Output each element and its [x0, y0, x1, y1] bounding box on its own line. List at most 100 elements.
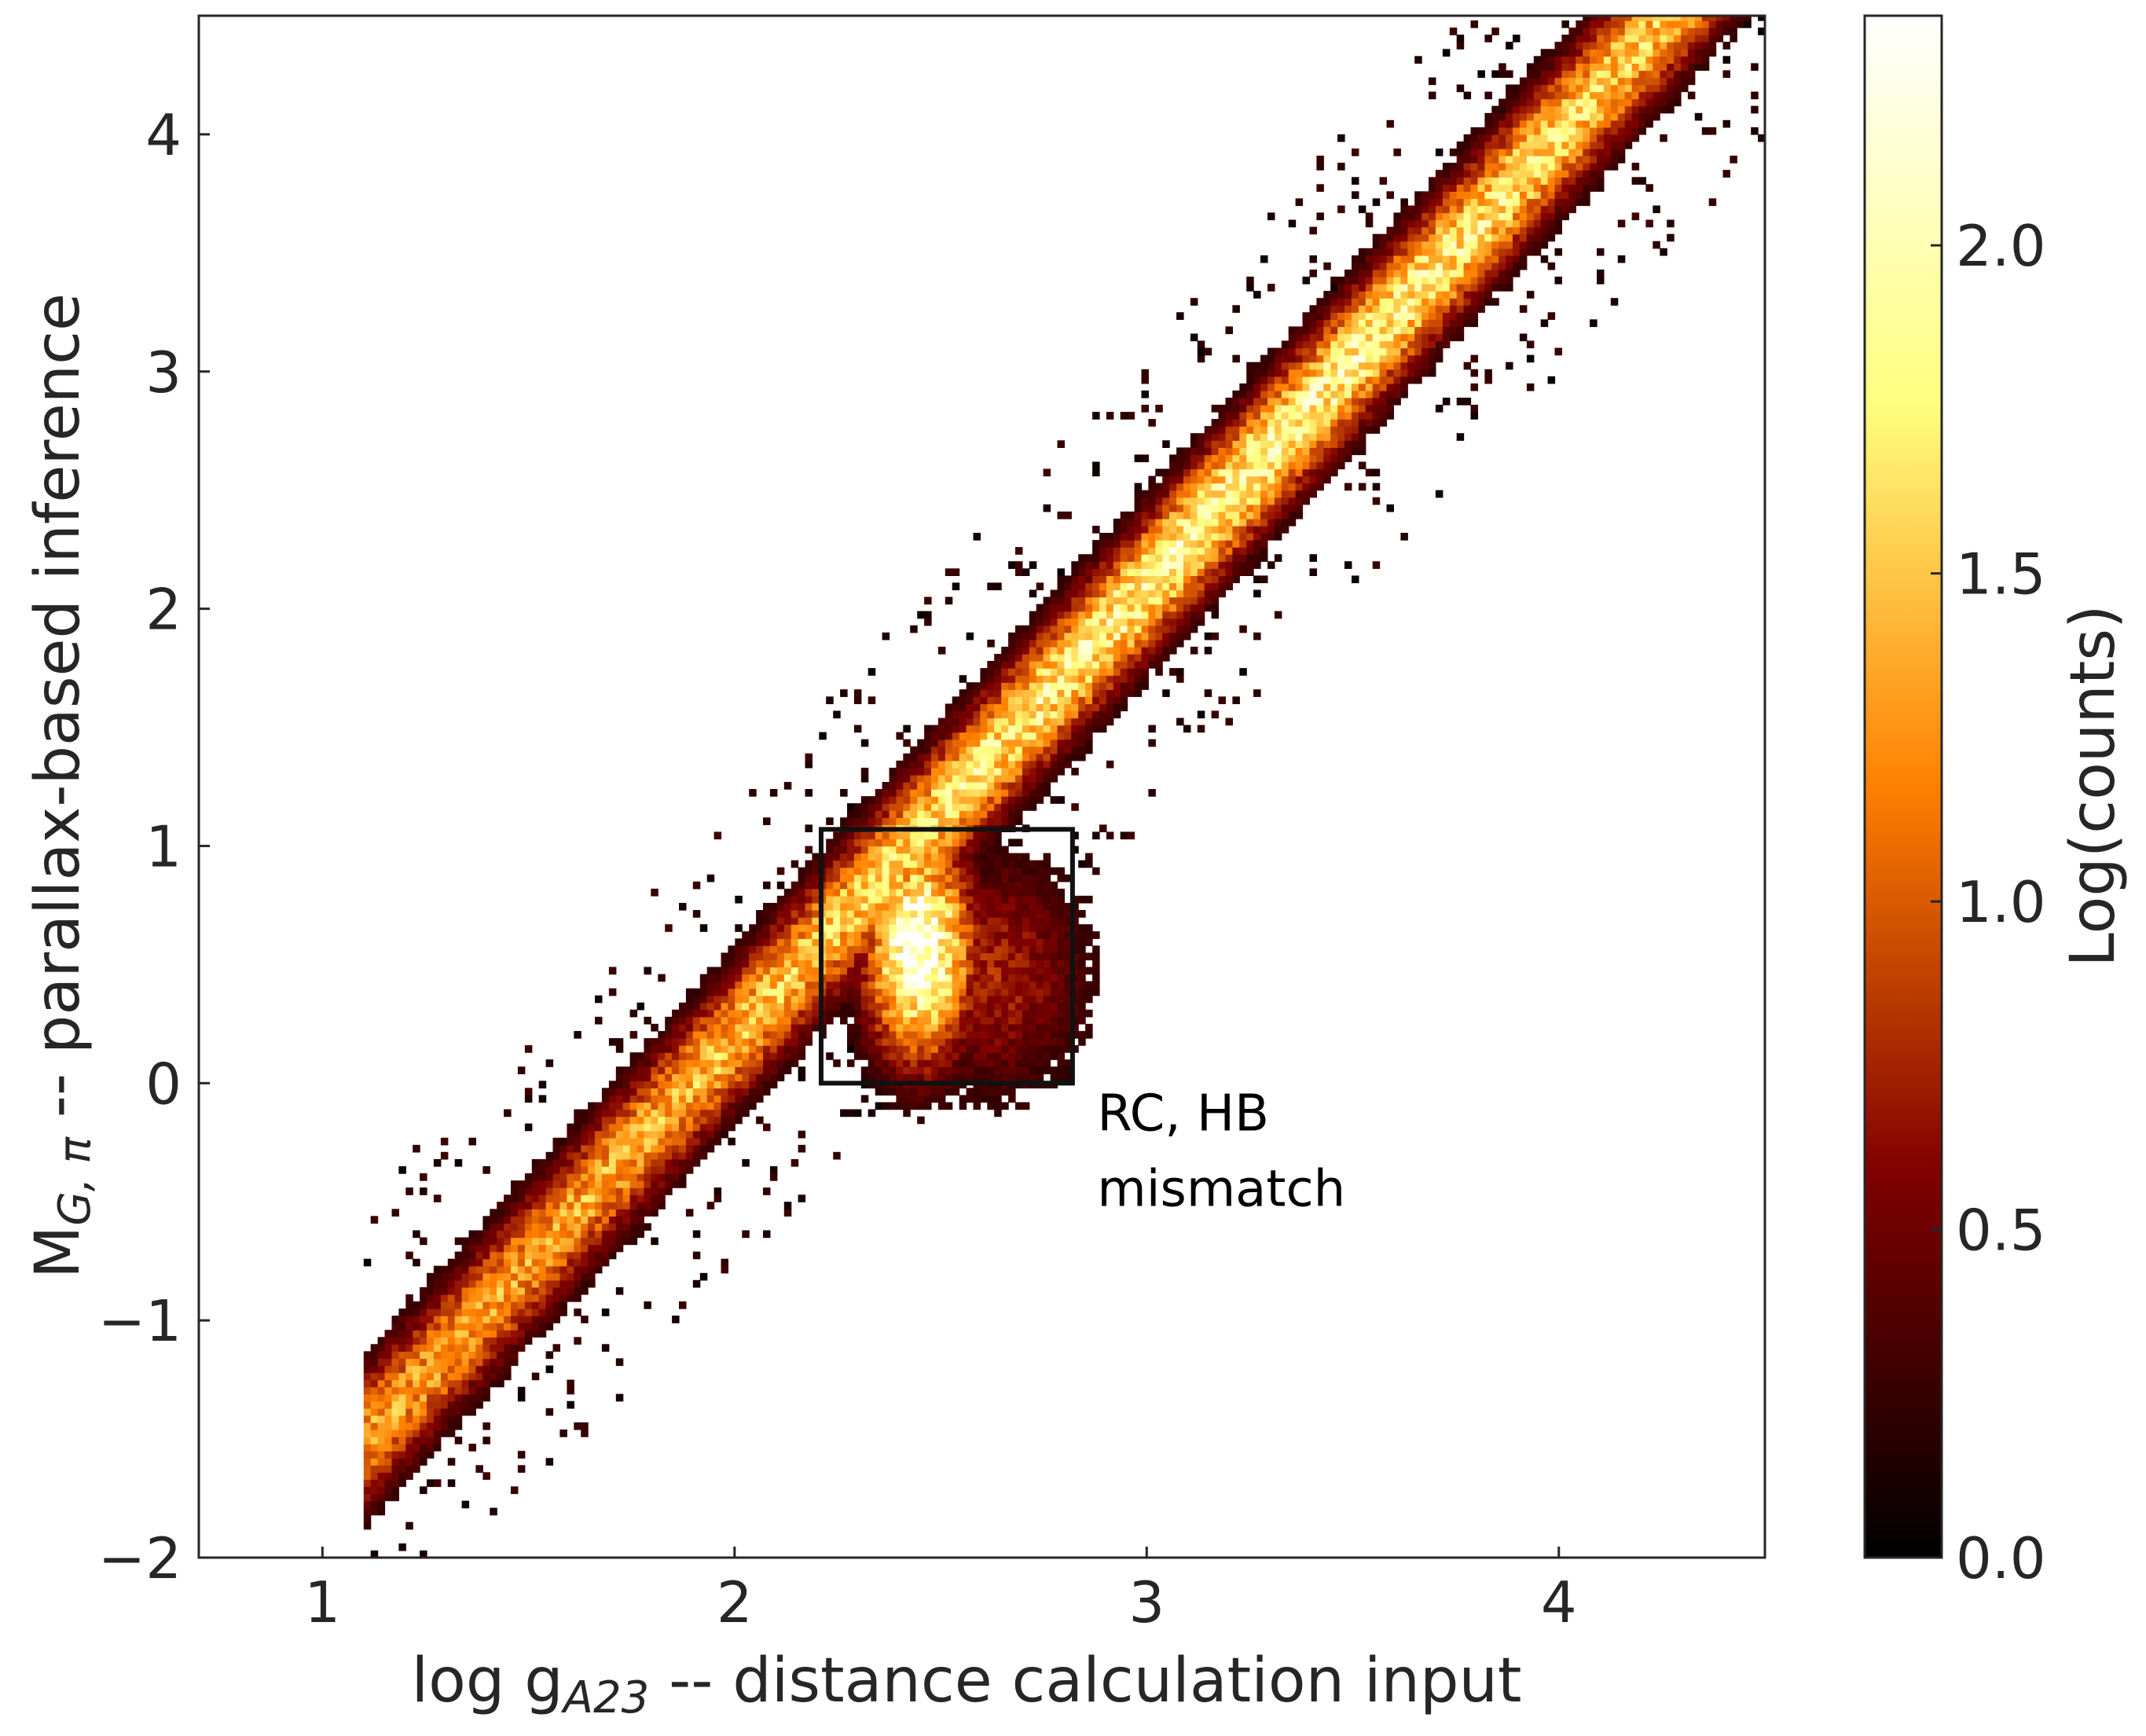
heatmap-cell — [545, 1365, 554, 1374]
heatmap-cell — [1323, 291, 1331, 299]
heatmap-cell — [791, 1023, 799, 1032]
heatmap-cell — [945, 917, 953, 925]
heatmap-cell — [903, 1074, 911, 1081]
heatmap-cell — [1022, 853, 1030, 861]
heatmap-cell — [937, 846, 946, 854]
heatmap-cell — [447, 1358, 456, 1367]
heatmap-cell — [791, 981, 799, 989]
heatmap-cell — [1036, 753, 1044, 762]
heatmap-cell — [1022, 981, 1030, 989]
heatmap-cell — [1253, 454, 1261, 463]
heatmap-cell — [482, 1358, 490, 1367]
heatmap-cell — [1050, 938, 1058, 946]
heatmap-cell — [1071, 675, 1079, 683]
heatmap-cell — [581, 1173, 589, 1181]
heatmap-cell — [433, 1158, 442, 1167]
heatmap-cell — [581, 1166, 589, 1174]
heatmap-cell — [672, 1095, 680, 1103]
heatmap-cell — [980, 1016, 988, 1025]
heatmap-cell — [679, 1081, 687, 1088]
heatmap-cell — [1281, 511, 1289, 519]
heatmap-cell — [959, 696, 967, 704]
heatmap-cell — [889, 888, 897, 897]
heatmap-cell — [475, 1237, 483, 1246]
heatmap-cell — [868, 1030, 876, 1039]
heatmap-cell — [735, 1109, 743, 1118]
heatmap-cell — [1211, 454, 1220, 463]
heatmap-cell — [524, 1279, 533, 1288]
heatmap-cell — [1239, 390, 1247, 398]
heatmap-cell — [559, 1430, 567, 1437]
heatmap-cell — [917, 895, 925, 904]
heatmap-cell — [447, 1365, 456, 1374]
heatmap-cell — [1008, 753, 1016, 762]
heatmap-cell — [805, 967, 813, 975]
heatmap-cell — [1253, 497, 1261, 505]
heatmap-cell — [1162, 618, 1170, 626]
heatmap-cell — [1071, 682, 1079, 690]
heatmap-cell — [1323, 405, 1331, 413]
heatmap-cell — [917, 1052, 925, 1060]
heatmap-cell — [608, 967, 617, 975]
heatmap-cell — [706, 1130, 715, 1139]
heatmap-cell — [994, 952, 1002, 960]
heatmap-cell — [461, 1286, 470, 1295]
heatmap-cell — [454, 1237, 463, 1246]
heatmap-cell — [1043, 746, 1051, 754]
heatmap-cell — [903, 981, 911, 989]
heatmap-cell — [1085, 654, 1093, 662]
heatmap-cell — [896, 938, 904, 946]
heatmap-cell — [1190, 547, 1198, 555]
heatmap-cell — [413, 1465, 420, 1473]
heatmap-cell — [1260, 468, 1268, 477]
heatmap-cell — [567, 1400, 574, 1409]
heatmap-cell — [875, 945, 883, 953]
heatmap-cell — [860, 1095, 869, 1103]
heatmap-cell — [1134, 561, 1143, 569]
heatmap-cell — [945, 739, 953, 747]
heatmap-cell — [860, 1066, 869, 1074]
heatmap-cell — [1057, 568, 1065, 576]
heatmap-cell — [1092, 974, 1100, 982]
heatmap-cell — [937, 1074, 946, 1081]
heatmap-cell — [994, 1045, 1002, 1053]
heatmap-cell — [685, 1144, 694, 1153]
heatmap-cell — [672, 1316, 680, 1323]
heatmap-cell — [1253, 376, 1261, 384]
heatmap-cell — [1211, 611, 1220, 619]
heatmap-cell — [1197, 547, 1205, 555]
heatmap-cell — [1169, 625, 1177, 633]
heatmap-cell — [945, 867, 953, 875]
heatmap-cell — [1225, 575, 1233, 584]
heatmap-cell — [644, 1045, 651, 1053]
heatmap-cell — [945, 732, 953, 740]
heatmap-cell — [1253, 483, 1261, 491]
heatmap-cell — [1127, 589, 1135, 598]
heatmap-cell — [721, 1265, 728, 1274]
heatmap-cell — [1071, 945, 1079, 953]
heatmap-cell — [1169, 582, 1177, 591]
heatmap-cell — [461, 1251, 470, 1260]
heatmap-cell — [889, 774, 897, 783]
heatmap-cell — [840, 967, 848, 975]
heatmap-cell — [903, 1102, 911, 1110]
heatmap-cell — [1162, 526, 1170, 534]
heatmap-cell — [1050, 1030, 1058, 1039]
heatmap-cell — [1022, 789, 1030, 797]
heatmap-cell — [1225, 718, 1233, 726]
heatmap-cell — [504, 1351, 512, 1360]
heatmap-cell — [1092, 661, 1100, 669]
heatmap-cell — [756, 1074, 764, 1081]
heatmap-cell — [924, 1038, 932, 1046]
heatmap-cell — [595, 1237, 603, 1246]
heatmap-cell — [959, 938, 967, 946]
heatmap-cell — [826, 881, 834, 890]
heatmap-cell — [615, 1358, 624, 1367]
heatmap-cell — [987, 931, 995, 939]
heatmap-cell — [1057, 589, 1065, 598]
heatmap-cell — [959, 1030, 967, 1039]
heatmap-cell — [692, 1074, 701, 1081]
heatmap-cell — [370, 1486, 379, 1495]
heatmap-cell — [1099, 596, 1107, 605]
heatmap-cell — [931, 846, 939, 854]
